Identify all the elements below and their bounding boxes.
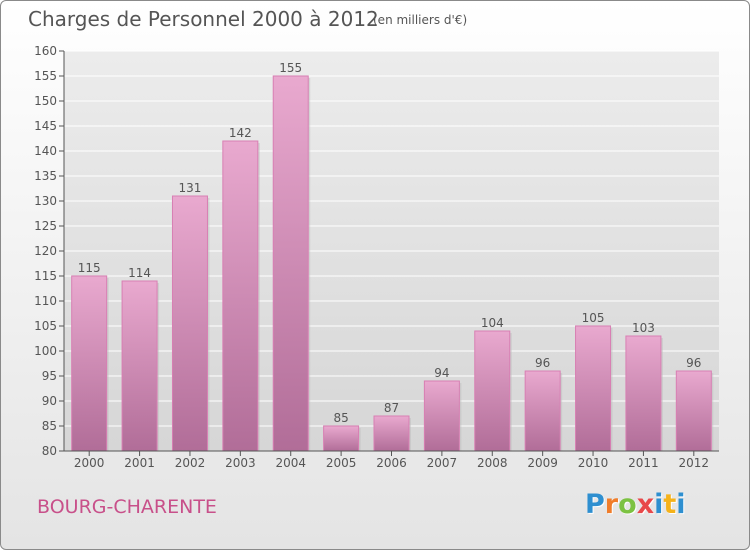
bar-value-label: 96 — [686, 356, 701, 370]
y-tick-label: 150 — [34, 94, 57, 108]
logo-letter: P — [585, 489, 605, 520]
logo-letter: i — [654, 489, 664, 520]
bar-value-label: 131 — [179, 181, 202, 195]
y-tick-label: 85 — [42, 419, 57, 433]
x-tick-label: 2002 — [175, 456, 206, 470]
logo-letter: t — [663, 489, 677, 520]
y-tick-label: 125 — [34, 219, 57, 233]
y-tick-label: 90 — [42, 394, 57, 408]
y-tick-label: 120 — [34, 244, 57, 258]
bar — [373, 415, 410, 452]
bar — [575, 325, 612, 452]
bar — [675, 370, 712, 452]
bar-value-label: 87 — [384, 401, 399, 415]
bar — [272, 75, 309, 452]
x-tick-label: 2011 — [628, 456, 659, 470]
y-tick-label: 80 — [42, 444, 57, 458]
bar — [71, 275, 108, 452]
x-tick-label: 2007 — [427, 456, 458, 470]
y-tick-label: 145 — [34, 119, 57, 133]
bar — [423, 380, 460, 452]
proxiti-logo: Proxiti — [585, 489, 686, 520]
bar-value-label: 115 — [78, 261, 101, 275]
y-tick-label: 110 — [34, 294, 57, 308]
y-tick-label: 135 — [34, 169, 57, 183]
logo-letter: x — [636, 489, 655, 520]
bar — [625, 335, 662, 452]
y-tick-label: 115 — [34, 269, 57, 283]
y-tick-label: 140 — [34, 144, 57, 158]
y-tick-label: 160 — [34, 44, 57, 58]
bar — [323, 425, 360, 452]
x-tick-label: 2006 — [376, 456, 407, 470]
x-tick-label: 2010 — [578, 456, 609, 470]
bar-value-label: 142 — [229, 126, 252, 140]
x-tick-label: 2005 — [326, 456, 357, 470]
bar-value-label: 96 — [535, 356, 550, 370]
bar-value-label: 94 — [434, 366, 449, 380]
x-tick-label: 2008 — [477, 456, 508, 470]
y-tick-label: 95 — [42, 369, 57, 383]
bar-value-label: 105 — [582, 311, 605, 325]
bar — [171, 195, 208, 452]
y-tick-label: 100 — [34, 344, 57, 358]
logo-letter: r — [604, 489, 619, 520]
bar — [524, 370, 561, 452]
chart-title: Charges de Personnel 2000 à 2012 — [28, 7, 379, 31]
bar-value-label: 85 — [333, 411, 348, 425]
x-tick-label: 2000 — [74, 456, 105, 470]
bar — [474, 330, 511, 452]
bar — [222, 140, 259, 452]
y-tick-label: 105 — [34, 319, 57, 333]
bar-value-label: 155 — [279, 61, 302, 75]
chart-subtitle: (en milliers d'€) — [373, 13, 468, 27]
commune-name: BOURG-CHARENTE — [37, 496, 217, 518]
x-tick-label: 2004 — [275, 456, 306, 470]
x-tick-label: 2012 — [679, 456, 710, 470]
y-tick-label: 155 — [34, 69, 57, 83]
x-tick-label: 2001 — [124, 456, 155, 470]
x-tick-label: 2009 — [527, 456, 558, 470]
logo-letter: o — [618, 489, 637, 520]
y-tick-label: 130 — [34, 194, 57, 208]
bar-value-label: 103 — [632, 321, 655, 335]
bar-value-label: 114 — [128, 266, 151, 280]
bar-value-label: 104 — [481, 316, 504, 330]
logo-letter: i — [676, 489, 686, 520]
bar — [121, 280, 158, 452]
x-tick-label: 2003 — [225, 456, 256, 470]
